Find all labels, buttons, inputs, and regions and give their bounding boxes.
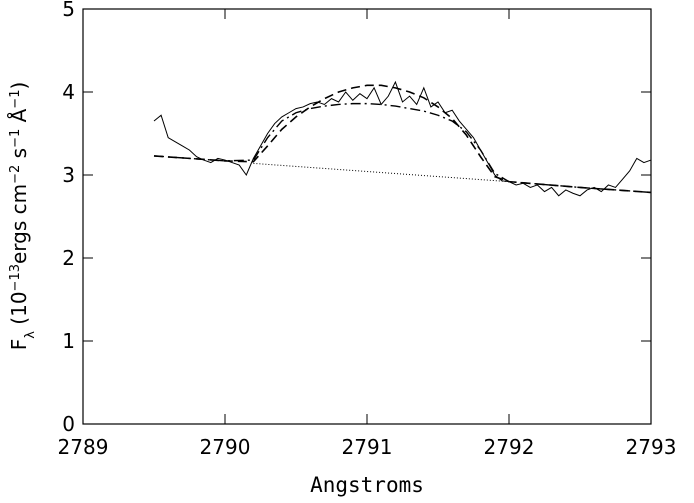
- y-label-part: ): [7, 82, 31, 90]
- y-label-part: −2: [8, 165, 23, 184]
- series-line: [153, 84, 652, 194]
- y-axis-label: Fλ (10−13ergs cm−2 s−1 Å−1): [7, 82, 38, 351]
- y-label-part: Å: [7, 108, 31, 128]
- y-label-part: ergs cm: [7, 184, 31, 264]
- y-label-part: −13: [8, 264, 23, 291]
- y-label-part: F: [7, 339, 31, 351]
- series-line: [153, 102, 652, 194]
- y-label-part: −1: [8, 129, 23, 148]
- y-tick-label: 0: [62, 412, 75, 436]
- y-label-part: λ: [23, 331, 38, 339]
- x-tick-label: 2793: [626, 435, 677, 459]
- y-label-part: −1: [8, 90, 23, 109]
- y-tick-label: 4: [62, 80, 75, 104]
- x-tick-label: 2791: [342, 435, 393, 459]
- y-tick-label: 2: [62, 246, 75, 270]
- y-tick-label: 3: [62, 163, 75, 187]
- x-axis-label: Angstroms: [310, 473, 424, 497]
- y-label-part: (10: [7, 291, 31, 331]
- x-tick-label: 2789: [58, 435, 109, 459]
- y-label-part: s: [7, 148, 31, 165]
- x-tick-label: 2790: [200, 435, 251, 459]
- y-tick-label: 1: [62, 329, 75, 353]
- x-tick-label: 2792: [484, 435, 535, 459]
- series-line: [153, 80, 652, 197]
- y-tick-label: 5: [62, 0, 75, 21]
- series-line: [253, 162, 510, 183]
- plot-frame: [82, 8, 652, 425]
